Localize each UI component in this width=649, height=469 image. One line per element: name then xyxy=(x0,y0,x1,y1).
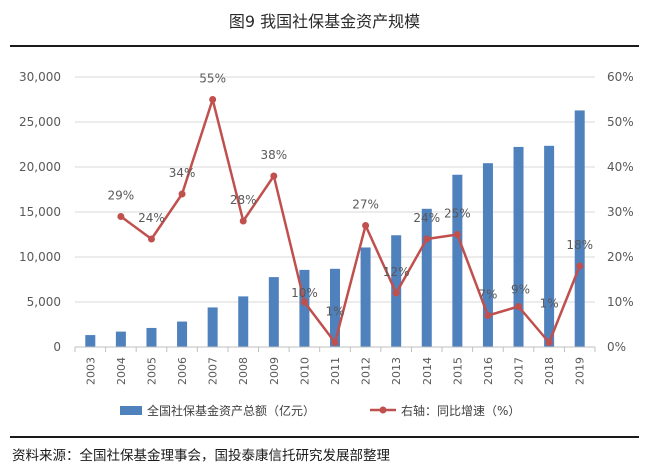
growth-point-2004 xyxy=(117,213,125,220)
growth-label-2008: 28% xyxy=(230,193,257,207)
left-axis-tick-label: 5,000 xyxy=(27,295,61,309)
bottom-rule xyxy=(10,436,639,438)
bar-2016 xyxy=(482,163,493,347)
x-tick-label-2011: 2011 xyxy=(329,357,342,385)
x-tick-label-2009: 2009 xyxy=(268,357,281,385)
bar-2009 xyxy=(268,277,279,347)
right-axis-tick-label: 20% xyxy=(607,250,634,264)
right-axis-tick-label: 50% xyxy=(607,115,634,129)
x-tick-label-2016: 2016 xyxy=(482,357,495,385)
left-axis-tick-label: 25,000 xyxy=(19,115,61,129)
right-axis-tick-label: 60% xyxy=(607,70,634,84)
growth-point-2018 xyxy=(545,339,553,346)
x-tick-label-2003: 2003 xyxy=(84,357,97,385)
growth-point-2011 xyxy=(331,339,339,346)
legend-bar-swatch xyxy=(120,406,142,415)
growth-point-2017 xyxy=(515,303,523,310)
top-rule xyxy=(10,45,639,47)
bar-2014 xyxy=(421,208,432,347)
growth-point-2005 xyxy=(147,235,155,243)
growth-point-2016 xyxy=(484,312,492,319)
bar-2005 xyxy=(146,327,157,347)
growth-label-2010: 10% xyxy=(291,286,318,300)
right-axis-tick-label: 0% xyxy=(607,340,626,354)
legend-line-label: 右轴：同比增速（%） xyxy=(401,403,520,418)
growth-label-2015: 25% xyxy=(444,207,471,221)
growth-label-2011: 1% xyxy=(325,305,344,319)
growth-label-2017: 9% xyxy=(511,283,530,297)
chart-title: 图9 我国社保基金资产规模 xyxy=(228,12,421,31)
x-tick-label-2017: 2017 xyxy=(513,357,526,385)
growth-label-2009: 38% xyxy=(260,148,287,162)
right-axis-tick-label: 30% xyxy=(607,205,634,219)
bar-2007 xyxy=(207,307,218,347)
growth-label-2005: 24% xyxy=(138,211,165,225)
bar-2011 xyxy=(330,268,340,347)
growth-label-2004: 29% xyxy=(108,189,135,203)
right-axis-tick-label: 10% xyxy=(607,295,634,309)
growth-label-2006: 34% xyxy=(169,166,196,180)
bar-2017 xyxy=(513,146,524,347)
x-tick-label-2014: 2014 xyxy=(421,357,434,385)
bar-2015 xyxy=(452,174,463,347)
bar-2012 xyxy=(360,247,371,347)
growth-point-2008 xyxy=(239,217,247,225)
growth-label-2007: 55% xyxy=(199,72,226,86)
x-tick-label-2005: 2005 xyxy=(145,357,158,385)
bar-2004 xyxy=(115,331,126,347)
legend-bar-label: 全国社保基金资产总额（亿元） xyxy=(147,403,315,418)
growth-point-2007 xyxy=(209,96,217,103)
x-tick-label-2006: 2006 xyxy=(176,357,189,385)
x-tick-label-2007: 2007 xyxy=(207,357,220,385)
bar-2008 xyxy=(238,296,249,347)
bar-2019 xyxy=(574,110,585,348)
growth-label-2013: 12% xyxy=(383,265,410,279)
bar-2003 xyxy=(85,335,96,347)
right-axis-tick-label: 40% xyxy=(607,160,634,174)
growth-label-2019: 18% xyxy=(566,238,593,252)
x-tick-label-2008: 2008 xyxy=(237,357,250,385)
growth-point-2009 xyxy=(270,172,278,180)
x-tick-label-2012: 2012 xyxy=(360,357,373,385)
left-axis-tick-label: 0 xyxy=(53,340,61,354)
bar-2018 xyxy=(544,145,555,347)
left-axis-tick-label: 10,000 xyxy=(19,250,61,264)
growth-point-2019 xyxy=(576,262,584,270)
growth-label-2016: 7% xyxy=(478,288,497,302)
growth-label-2014: 24% xyxy=(413,211,440,225)
growth-label-2018: 1% xyxy=(540,297,559,311)
bar-2010 xyxy=(299,269,310,347)
x-tick-label-2015: 2015 xyxy=(451,357,464,385)
growth-point-2010 xyxy=(300,298,308,306)
growth-point-2013 xyxy=(392,289,400,297)
x-tick-label-2010: 2010 xyxy=(298,357,311,385)
x-tick-label-2018: 2018 xyxy=(543,357,556,385)
x-tick-label-2004: 2004 xyxy=(115,357,128,385)
growth-label-2012: 27% xyxy=(352,198,379,212)
x-tick-label-2019: 2019 xyxy=(574,357,587,385)
left-axis-tick-label: 30,000 xyxy=(19,70,61,84)
growth-point-2012 xyxy=(362,222,370,229)
left-axis-tick-label: 20,000 xyxy=(19,160,61,174)
legend-line-marker xyxy=(379,406,387,414)
growth-line xyxy=(120,98,581,344)
source-note: 资料来源：全国社保基金理事会，国投泰康信托研究发展部整理 xyxy=(12,448,390,464)
growth-point-2006 xyxy=(178,190,186,198)
x-tick-label-2013: 2013 xyxy=(390,357,403,385)
bar-2006 xyxy=(177,321,188,347)
growth-point-2014 xyxy=(423,235,431,243)
left-axis-tick-label: 15,000 xyxy=(19,205,61,219)
growth-point-2015 xyxy=(453,231,461,238)
